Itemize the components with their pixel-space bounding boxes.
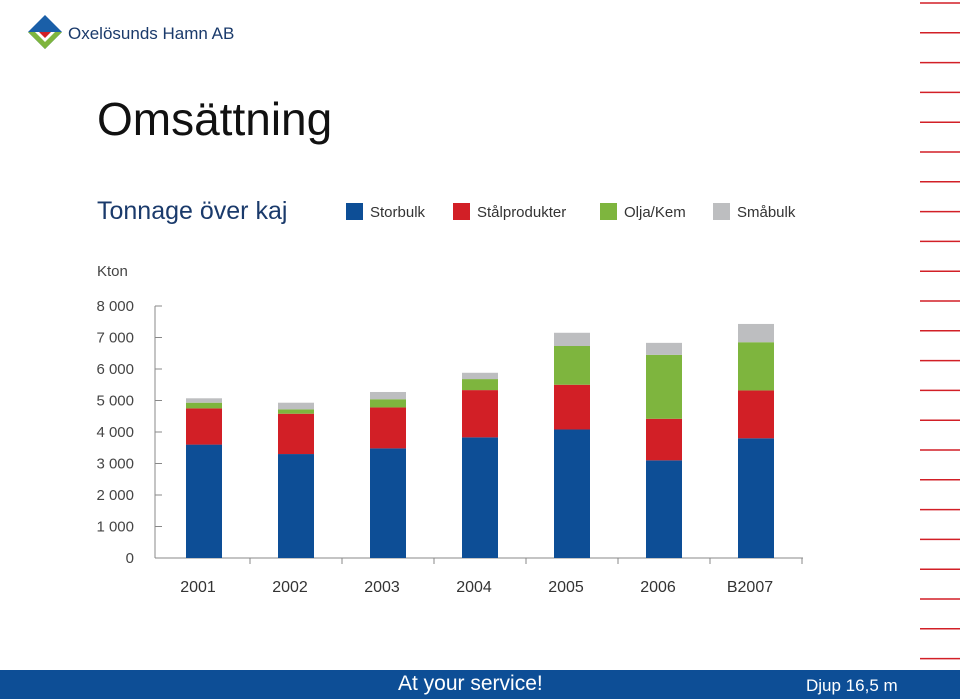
footer-bar [0,670,960,699]
y-tick-label: 4 000 [96,424,134,441]
bar-segment [646,342,682,355]
bar-segment [554,429,590,558]
y-tick-label: 6 000 [96,361,134,378]
bar-segment [186,398,222,403]
bar-segment [646,460,682,558]
legend-swatch [600,203,617,220]
y-tick-label: 5 000 [96,393,134,410]
y-tick-label: 8 000 [96,298,134,315]
legend-label: Småbulk [737,204,796,221]
y-tick-label: 1 000 [96,519,134,536]
y-axis-label: Kton [97,263,128,280]
x-tick-label: 2004 [456,579,492,596]
x-tick-label: 2006 [640,579,676,596]
bar-segment [462,390,498,438]
company-logo: Oxelösunds Hamn AB [27,14,247,54]
bar-segment [370,399,406,408]
bar-segment [738,342,774,391]
bar-segment [554,384,590,430]
bar-segment [278,409,314,414]
y-tick-label: 3 000 [96,456,134,473]
legend-swatch [346,203,363,220]
bar-segment [186,402,222,409]
bar-segment [646,418,682,461]
x-tick-label: 2001 [180,579,216,596]
chart-subtitle: Tonnage över kaj [97,197,288,225]
bar-segment [738,323,774,343]
bar-segment [278,454,314,558]
bar-segment [278,413,314,455]
bar-segment [738,438,774,558]
bar-segment [462,437,498,558]
bar-segment [462,379,498,391]
y-tick-label: 7 000 [96,330,134,347]
bar-segment [370,448,406,558]
legend-label: Stålprodukter [477,204,567,221]
page-title: Omsättning [97,93,333,145]
company-name: Oxelösunds Hamn AB [68,24,235,43]
bar-segment [370,407,406,449]
legend-swatch [453,203,470,220]
bar-segment [186,408,222,445]
legend-label: Storbulk [370,204,426,221]
bar-segment [462,372,498,380]
legend-swatch [713,203,730,220]
bar-segment [278,402,314,410]
x-tick-label: B2007 [727,579,773,596]
x-tick-label: 2002 [272,579,308,596]
bar-segment [370,391,406,400]
bar-segment [186,444,222,558]
y-tick-label: 2 000 [96,487,134,504]
bar-segment [646,354,682,419]
footer-slogan: At your service! [398,672,543,695]
bar-segment [738,390,774,439]
logo-mark-icon [28,15,62,49]
bar-segment [554,346,590,385]
y-tick-label: 0 [126,550,134,567]
stacked-bar-chart: Kton 0 1 000 2 000 3 000 4 000 5 000 6 000 7 000… [96,263,803,596]
bar-segment [554,332,590,347]
legend-label: Olja/Kem [624,204,686,221]
footer-depth: Djup 16,5 m [806,676,898,695]
x-tick-label: 2003 [364,579,400,596]
x-tick-label: 2005 [548,579,584,596]
decorative-side-lines [920,2,960,690]
